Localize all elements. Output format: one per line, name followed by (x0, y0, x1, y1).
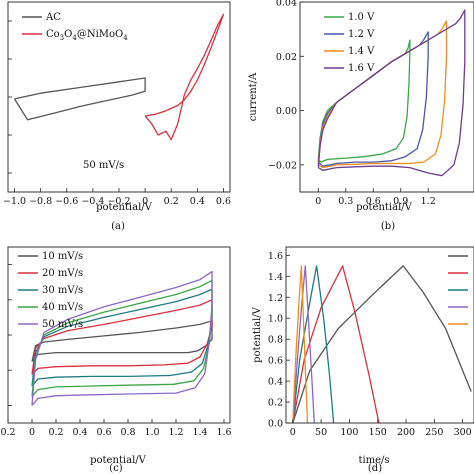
y-tick-label: 1.0 (268, 314, 283, 325)
x-tick-label: 0.6 (96, 427, 111, 438)
legend-label: 40 mV/s (42, 302, 83, 313)
legend-label: 1.2 V (348, 29, 375, 40)
plot-frame-d (285, 246, 474, 424)
series-line-a-2 (144, 13, 225, 141)
plot-frame-b (299, 1, 474, 193)
x-axis-label: time/s (358, 455, 389, 466)
legend-label: 1.0 V (348, 12, 375, 23)
x-tick-label: 0.2 (0, 427, 15, 438)
scan-rate-annotation: 50 mV/s (83, 160, 124, 171)
series-line-d-2 (292, 265, 380, 423)
x-tick-label: −0.2 (107, 196, 130, 207)
x-tick-label: 0 (315, 196, 321, 207)
legend-label: 1.6 V (348, 63, 375, 74)
y-tick-label: 0.4 (268, 377, 283, 388)
y-tick-label: 0.6 (268, 356, 283, 367)
x-tick-label: 0 (290, 427, 296, 438)
series-line-c-5 (31, 270, 213, 406)
panel-caption: (c) (109, 463, 123, 474)
legend-label: Co3O4@NiMoO4 (46, 29, 128, 42)
x-tick-label: −0.6 (55, 196, 78, 207)
y-tick-label: 0.8 (268, 335, 283, 346)
y-axis-label: potential/V (252, 306, 263, 363)
y-tick-label: 1.6 (268, 251, 283, 262)
series-line-b-3 (317, 20, 448, 169)
panel-b: 0 0.3 0.6 0.9 1.2 −0.02 0.00 0.02 0.04 potential/… (248, 0, 474, 232)
panel-a: −1.0 −0.8 −0.6 −0.4 −0.2 0 0.2 0.4 0.6 potential/… (3, 1, 231, 232)
y-tick-label: −0.02 (268, 160, 297, 171)
series-line-c-4 (31, 279, 213, 398)
x-axis-label: potential/V (96, 202, 153, 213)
series-line-d-4 (292, 265, 315, 423)
x-tick-label: 0.4 (190, 196, 205, 207)
x-tick-label: 150 (369, 427, 387, 438)
legend-label: 30 mV/s (42, 285, 83, 296)
legend-label: AC (45, 12, 61, 23)
panel-d: 0 50 100 150 200 250 300 0.0 0.2 0.4 0.6 0.8 1.0 1.2 1… (252, 246, 474, 474)
x-tick-label: 250 (425, 427, 443, 438)
y-tick-label: 0.0 (268, 419, 283, 430)
x-tick-label: 0.2 (164, 196, 179, 207)
series-line-d-3 (292, 265, 335, 423)
x-tick-label: 0.6 (216, 196, 231, 207)
x-tick-label: −0.8 (29, 196, 52, 207)
y-tick-label: 0.02 (276, 52, 297, 63)
legend-label: 50 mV/s (42, 319, 83, 330)
x-tick-label: −0.4 (81, 196, 104, 207)
series-line-d-5 (292, 265, 309, 423)
x-tick-label: 0 (29, 427, 35, 438)
panel-caption: (b) (381, 221, 395, 232)
x-tick-label: 1.6 (216, 427, 231, 438)
legend-label: 10 mV/s (42, 251, 83, 262)
y-tick-label: 0.00 (276, 106, 297, 117)
x-tick-label: 1.2 (168, 427, 183, 438)
y-tick-label: 1.2 (268, 293, 283, 304)
x-tick-label: 1.2 (421, 196, 436, 207)
legend-label: 20 mV/s (42, 268, 83, 279)
x-tick-label: 0.3 (338, 196, 353, 207)
x-tick-label: 0 (142, 196, 148, 207)
panel-caption: (a) (111, 221, 125, 232)
x-tick-label: 1.0 (144, 427, 159, 438)
series-line-d-1 (292, 265, 472, 423)
y-axis-label: current/A (248, 72, 259, 121)
legend-label: 1.4 V (348, 46, 375, 57)
x-tick-label: 50 (315, 427, 327, 438)
panel-c: 0.2 0 0.2 0.4 0.6 0.8 1.0 1.2 1.4 1.6 potential/V(… (0, 246, 232, 474)
x-tick-label: 0.2 (48, 427, 63, 438)
x-tick-label: 200 (397, 427, 415, 438)
x-tick-label: 0.9 (393, 196, 408, 207)
panel-caption: (d) (368, 463, 382, 474)
y-tick-label: 1.4 (268, 272, 283, 283)
x-tick-label: 0.8 (120, 427, 135, 438)
series-line-b-4 (317, 9, 466, 177)
series-line-a-1 (13, 77, 146, 121)
x-tick-label: −1.0 (3, 196, 26, 207)
x-tick-label: 0.6 (366, 196, 381, 207)
y-tick-label: 0.2 (268, 398, 283, 409)
x-axis-label: potential/V (90, 455, 147, 466)
x-tick-label: 0.4 (72, 427, 87, 438)
y-tick-label: 0.04 (276, 0, 297, 9)
x-tick-label: 1.4 (192, 427, 207, 438)
x-tick-label: 100 (340, 427, 358, 438)
series-line-c-2 (31, 299, 213, 376)
series-line-c-1 (31, 320, 213, 362)
x-axis-label: potential/V (356, 202, 413, 213)
x-tick-label: 300 (454, 427, 472, 438)
